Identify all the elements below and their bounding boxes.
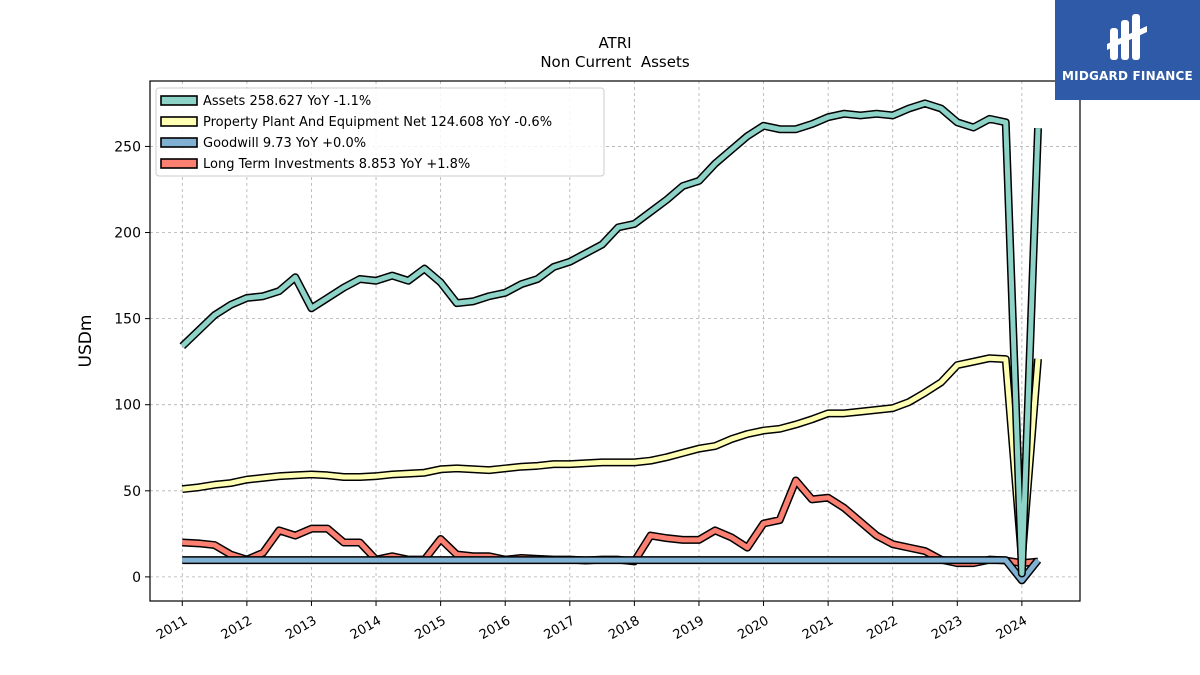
chart-subtitle: Non Current Assets	[540, 53, 690, 71]
y-tick-label: 200	[114, 226, 141, 242]
y-tick-label: 100	[114, 398, 141, 414]
y-tick-label: 0	[132, 570, 141, 586]
legend-label: Assets 258.627 YoY -1.1%	[203, 94, 371, 109]
brand-logo: MIDGARD FINANCE	[1055, 0, 1200, 100]
y-tick-label: 150	[114, 312, 141, 328]
series-1	[181, 354, 1043, 564]
y-axis-label: USDm	[76, 315, 96, 368]
series-line	[182, 557, 1040, 583]
logo-mark-icon	[1107, 14, 1147, 60]
series-layer	[179, 99, 1043, 585]
series-line	[182, 355, 1041, 563]
y-tick-label: 50	[123, 484, 141, 500]
legend-swatch	[160, 116, 198, 127]
y-tick-label: 250	[114, 139, 141, 155]
series-0	[179, 99, 1043, 578]
plot-frame	[149, 80, 1081, 602]
legend-label: Long Term Investments 8.853 YoY +1.8%	[203, 157, 470, 172]
legend: Assets 258.627 YoY -1.1% Property Plant A…	[155, 87, 605, 177]
series-2	[182, 556, 1042, 585]
chart-title: ATRI	[598, 34, 631, 52]
legend-swatch	[160, 95, 198, 106]
logo-text: MIDGARD FINANCE	[1062, 69, 1193, 83]
y-axis: 0 50 100 150 200 250	[114, 139, 150, 586]
legend-swatch	[160, 137, 198, 148]
legend-label: Goodwill 9.73 YoY +0.0%	[203, 136, 366, 151]
series-line	[180, 100, 1041, 576]
legend-swatch	[160, 158, 198, 169]
legend-box	[155, 87, 605, 177]
legend-label: Property Plant And Equipment Net 124.608…	[203, 115, 552, 130]
